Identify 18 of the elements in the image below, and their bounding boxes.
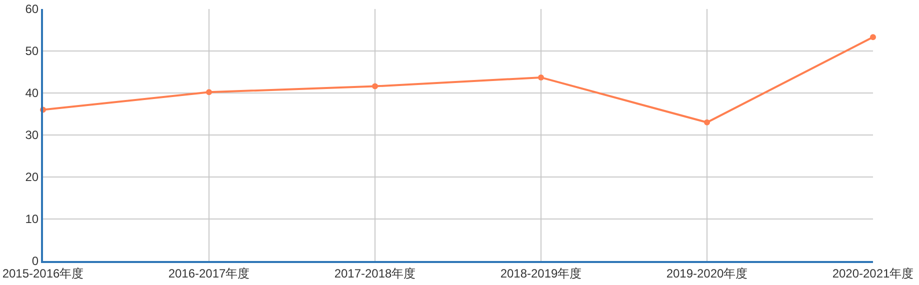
x-tick-label: 2020-2021年度 bbox=[832, 266, 914, 280]
x-tick-label: 2015-2016年度 bbox=[2, 266, 84, 280]
y-tick-label: 10 bbox=[25, 212, 39, 226]
point bbox=[704, 119, 710, 126]
x-tick-label: 2018-2019年度 bbox=[500, 266, 582, 280]
x-tick-label: 2016-2017年度 bbox=[168, 266, 250, 280]
y-tick-label: 0 bbox=[32, 254, 39, 268]
x-tick-label: 2017-2018年度 bbox=[334, 266, 416, 280]
y-tick-label: 30 bbox=[25, 128, 39, 142]
y-tick-label: 60 bbox=[25, 2, 39, 16]
y-tick-label: 50 bbox=[25, 44, 39, 58]
point bbox=[372, 83, 378, 90]
point bbox=[206, 89, 212, 96]
x-tick-label: 2019-2020年度 bbox=[666, 266, 748, 280]
point bbox=[538, 74, 544, 80]
y-tick-label: 20 bbox=[25, 170, 39, 184]
y-tick-label: 40 bbox=[25, 86, 39, 100]
point bbox=[870, 34, 876, 40]
